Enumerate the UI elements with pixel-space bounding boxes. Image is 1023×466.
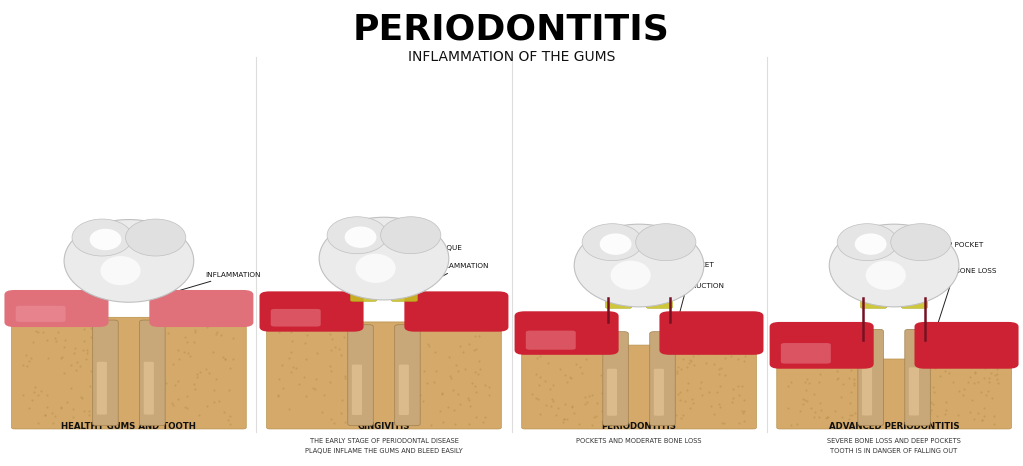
Ellipse shape: [64, 219, 193, 302]
FancyBboxPatch shape: [526, 330, 576, 350]
FancyBboxPatch shape: [139, 320, 165, 426]
Ellipse shape: [381, 217, 441, 254]
FancyBboxPatch shape: [904, 329, 930, 426]
Ellipse shape: [830, 224, 959, 307]
Text: TOOTH IS IN DANGER OF FALLING OUT: TOOTH IS IN DANGER OF FALLING OUT: [831, 448, 958, 454]
Text: DEEP POCKET: DEEP POCKET: [928, 241, 983, 298]
Text: POCKETS AND MODERATE BONE LOSS: POCKETS AND MODERATE BONE LOSS: [576, 438, 702, 444]
FancyBboxPatch shape: [769, 322, 874, 369]
Ellipse shape: [72, 219, 132, 256]
Ellipse shape: [891, 224, 951, 260]
Ellipse shape: [356, 254, 396, 283]
Text: THE EARLY STAGE OF PERIODONTAL DISEASE: THE EARLY STAGE OF PERIODONTAL DISEASE: [310, 438, 458, 444]
FancyBboxPatch shape: [143, 362, 153, 415]
FancyBboxPatch shape: [404, 291, 508, 332]
Text: PERIODONTITIS: PERIODONTITIS: [353, 13, 670, 47]
FancyBboxPatch shape: [901, 255, 928, 308]
Ellipse shape: [599, 233, 631, 255]
Ellipse shape: [837, 224, 897, 260]
FancyBboxPatch shape: [515, 311, 619, 355]
FancyBboxPatch shape: [4, 290, 108, 327]
Text: SEVERE BONE LOSS AND DEEP POCKETS: SEVERE BONE LOSS AND DEEP POCKETS: [828, 438, 961, 444]
Ellipse shape: [319, 217, 449, 300]
FancyBboxPatch shape: [858, 329, 884, 426]
FancyBboxPatch shape: [781, 343, 831, 363]
Text: POCKET: POCKET: [673, 262, 714, 300]
Ellipse shape: [126, 219, 186, 256]
Ellipse shape: [582, 224, 642, 260]
FancyBboxPatch shape: [915, 322, 1019, 369]
FancyBboxPatch shape: [97, 362, 107, 415]
FancyBboxPatch shape: [11, 317, 247, 429]
FancyBboxPatch shape: [650, 332, 675, 426]
FancyBboxPatch shape: [395, 325, 420, 426]
FancyBboxPatch shape: [860, 255, 887, 308]
FancyBboxPatch shape: [522, 345, 756, 429]
Ellipse shape: [865, 260, 905, 290]
Text: ADVANCED PERIODONTITIS: ADVANCED PERIODONTITIS: [829, 422, 960, 431]
Text: PLAQUE INFLAME THE GUMS AND BLEED EASILY: PLAQUE INFLAME THE GUMS AND BLEED EASILY: [305, 448, 462, 454]
FancyBboxPatch shape: [267, 322, 501, 429]
FancyBboxPatch shape: [260, 291, 363, 332]
Text: HEALTHY GUMS AND TOOTH: HEALTHY GUMS AND TOOTH: [61, 422, 196, 431]
FancyBboxPatch shape: [391, 265, 417, 302]
Text: INFLAMMATION: INFLAMMATION: [420, 263, 488, 288]
FancyBboxPatch shape: [606, 264, 632, 308]
FancyBboxPatch shape: [607, 369, 617, 416]
FancyBboxPatch shape: [908, 367, 919, 416]
Ellipse shape: [635, 224, 696, 260]
Ellipse shape: [611, 260, 651, 290]
FancyBboxPatch shape: [862, 367, 872, 416]
FancyBboxPatch shape: [654, 369, 664, 416]
FancyBboxPatch shape: [603, 332, 628, 426]
FancyBboxPatch shape: [149, 290, 254, 327]
Text: PLAQUE: PLAQUE: [400, 245, 461, 268]
Ellipse shape: [129, 247, 175, 291]
FancyBboxPatch shape: [352, 364, 362, 415]
Ellipse shape: [855, 233, 887, 255]
Text: INFLAMMATION: INFLAMMATION: [178, 272, 261, 291]
Ellipse shape: [385, 245, 431, 288]
FancyBboxPatch shape: [350, 265, 376, 302]
Ellipse shape: [345, 226, 376, 248]
Ellipse shape: [639, 252, 685, 295]
Text: PERIODONTITIS: PERIODONTITIS: [602, 422, 676, 431]
FancyBboxPatch shape: [93, 320, 119, 426]
Text: INFLAMMATION OF THE GUMS: INFLAMMATION OF THE GUMS: [408, 50, 615, 64]
Ellipse shape: [100, 256, 140, 285]
Text: BONE DESTRUCTION: BONE DESTRUCTION: [650, 283, 724, 340]
FancyBboxPatch shape: [271, 309, 321, 327]
FancyBboxPatch shape: [15, 306, 65, 322]
Ellipse shape: [327, 217, 388, 254]
Text: ADVANCED BONE LOSS: ADVANCED BONE LOSS: [913, 268, 997, 356]
FancyBboxPatch shape: [776, 359, 1012, 429]
FancyBboxPatch shape: [647, 264, 673, 308]
FancyBboxPatch shape: [348, 325, 373, 426]
FancyBboxPatch shape: [660, 311, 763, 355]
Ellipse shape: [574, 224, 704, 307]
Ellipse shape: [90, 229, 122, 250]
Text: GINGIVITIS: GINGIVITIS: [358, 422, 410, 431]
FancyBboxPatch shape: [399, 364, 409, 415]
Ellipse shape: [894, 252, 940, 295]
